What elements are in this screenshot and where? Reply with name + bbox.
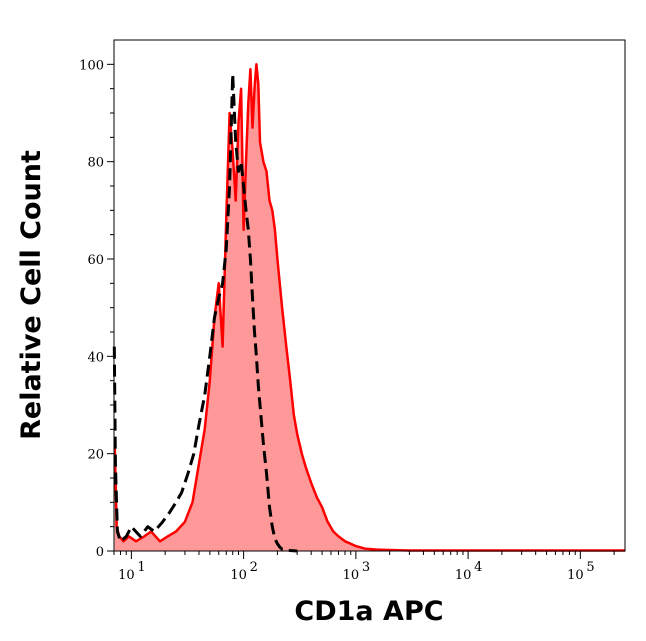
y-axis-title: Relative Cell Count bbox=[16, 150, 47, 440]
axes bbox=[113, 39, 626, 552]
x-tick-exponent: 1 bbox=[137, 560, 145, 575]
tick-marks bbox=[107, 63, 615, 559]
x-tick-label: 10 bbox=[455, 568, 472, 583]
x-tick-label: 10 bbox=[343, 568, 360, 583]
y-tick-label: 60 bbox=[87, 253, 104, 268]
sample-histogram-fill bbox=[114, 64, 625, 552]
x-tick-exponent: 4 bbox=[474, 560, 482, 575]
y-tick-label: 80 bbox=[87, 156, 104, 171]
control-histogram-line bbox=[112, 72, 298, 553]
y-tick-label: 40 bbox=[87, 350, 104, 365]
sample-histogram-line bbox=[113, 63, 625, 552]
x-tick-label: 10 bbox=[230, 568, 247, 583]
y-tick-label: 20 bbox=[87, 448, 104, 463]
y-tick-label: 0 bbox=[96, 545, 104, 560]
x-tick-exponent: 2 bbox=[250, 560, 258, 575]
x-axis-title: CD1a APC bbox=[294, 596, 443, 627]
x-tick-exponent: 5 bbox=[586, 560, 594, 575]
plot-frame bbox=[113, 39, 626, 552]
x-tick-label: 10 bbox=[118, 568, 135, 583]
x-tick-label: 10 bbox=[567, 568, 584, 583]
x-tick-exponent: 3 bbox=[362, 560, 370, 575]
plot-area bbox=[112, 63, 625, 553]
y-tick-label: 100 bbox=[79, 58, 104, 73]
